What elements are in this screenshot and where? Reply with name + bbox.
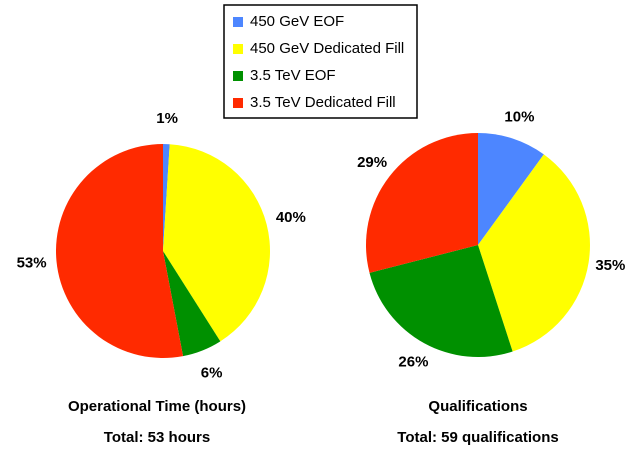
pie-slice bbox=[163, 251, 221, 357]
slice-label: 53% bbox=[17, 254, 47, 271]
slice-label: 1% bbox=[156, 110, 178, 127]
slice-label: 40% bbox=[276, 209, 306, 226]
pie-slice bbox=[478, 133, 544, 245]
legend-swatch bbox=[233, 98, 243, 108]
chart-title: Operational Time (hours) bbox=[68, 398, 246, 415]
slice-label: 35% bbox=[595, 257, 625, 274]
legend-swatch bbox=[233, 17, 243, 27]
slice-label: 6% bbox=[201, 365, 223, 382]
pie-slice bbox=[365, 133, 478, 273]
pie-slice bbox=[163, 144, 270, 342]
pie-slice bbox=[478, 154, 591, 352]
chart-subtitle: Total: 53 hours bbox=[104, 429, 210, 446]
legend-label: 450 GeV Dedicated Fill bbox=[250, 40, 404, 57]
legend-label: 450 GeV EOF bbox=[250, 13, 344, 30]
pie-slice bbox=[163, 144, 170, 251]
legend-label: 3.5 TeV Dedicated Fill bbox=[250, 94, 396, 111]
slice-label: 10% bbox=[504, 109, 534, 126]
chart-subtitle: Total: 59 qualifications bbox=[397, 429, 558, 446]
legend-label: 3.5 TeV EOF bbox=[250, 67, 336, 84]
legend-swatch bbox=[233, 44, 243, 54]
chart-title: Qualifications bbox=[428, 398, 527, 415]
slice-label: 29% bbox=[357, 154, 387, 171]
legend-swatch bbox=[233, 71, 243, 81]
legend-box bbox=[223, 4, 418, 119]
pie-slice bbox=[369, 245, 513, 358]
slice-label: 26% bbox=[398, 353, 428, 370]
pie-slice bbox=[56, 144, 184, 358]
